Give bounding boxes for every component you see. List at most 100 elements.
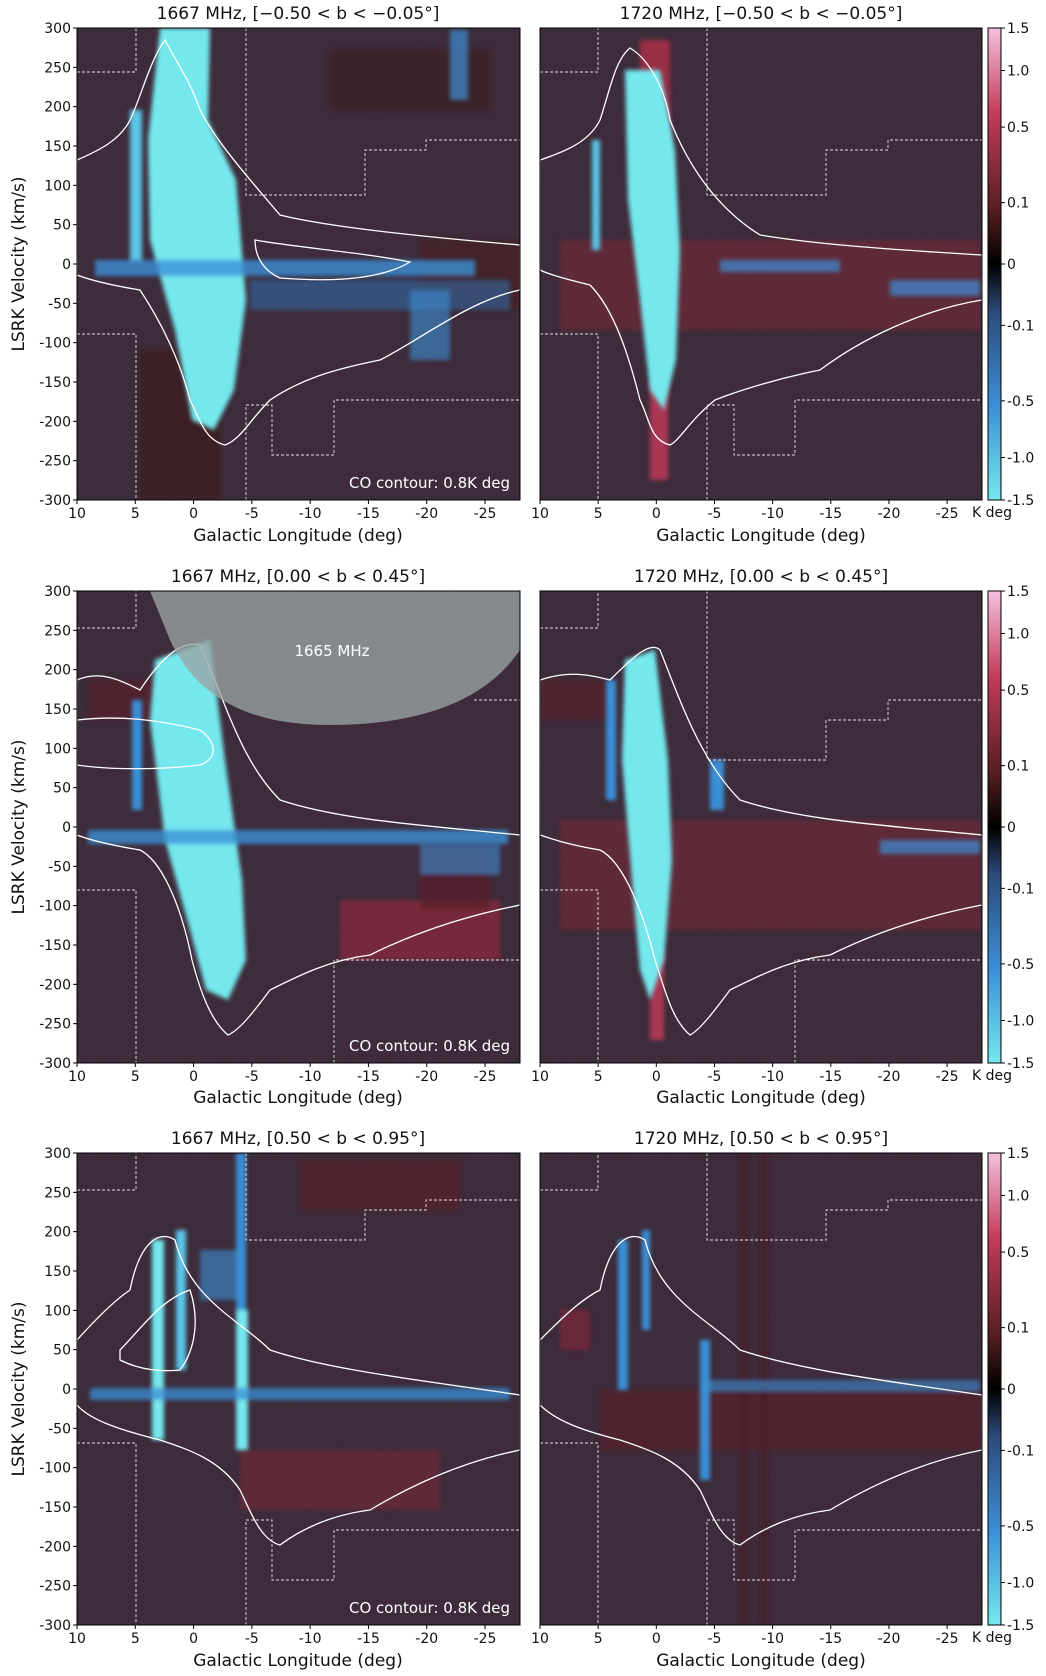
y-tick-label: -300 [39,1056,71,1072]
x-axis-label: Galactic Longitude (deg) [656,1651,865,1671]
survey-footprint [540,28,982,500]
x-tick-label: -25 [474,506,497,522]
x-tick-label: -10 [299,1631,322,1647]
colorbar-tick-label: 1.0 [1007,1188,1029,1204]
y-tick-label: 0 [62,1382,71,1398]
x-tick-label: 10 [531,1069,549,1085]
x-tick-label: -25 [936,506,959,522]
x-tick-label: -20 [878,1631,901,1647]
x-tick-label: -5 [707,1069,721,1085]
y-tick-label: 100 [44,741,71,757]
y-tick-label: -200 [39,977,71,993]
x-tick-label: 0 [652,1631,661,1647]
x-tick-label: -15 [357,1069,380,1085]
y-tick-label: 300 [44,1146,71,1162]
colorbar-tick-label: 1.0 [1007,63,1029,79]
x-tick-label: -15 [819,1631,842,1647]
plot-frame [539,590,983,1064]
y-tick-label: 150 [44,1264,71,1280]
y-tick-label: -200 [39,1539,71,1555]
colorbar-tick-label: -0.1 [1007,1443,1034,1459]
absorption-features [90,1153,510,1450]
x-tick-label: 10 [68,1631,86,1647]
x-axis-label: Galactic Longitude (deg) [193,1651,402,1671]
y-tick-label: -250 [39,454,71,470]
co-contour [540,47,982,446]
y-tick-label: -50 [48,859,71,875]
x-tick-label: -20 [415,1069,438,1085]
y-axis-label: LSRK Velocity (km/s) [9,740,29,915]
y-tick-label: 150 [44,702,71,718]
colorbar-tick-label: 0 [1007,820,1016,836]
y-tick-label: -300 [39,493,71,509]
y-tick-label: 0 [62,820,71,836]
colorbar-row-1: 1.5 1.0 0.5 0.1 0 -0.1 -0.5 -1.0 -1.5 [987,21,1034,509]
y-tick-label: 50 [53,218,71,234]
y-tick-label: 300 [44,584,71,600]
y-tick-label: 250 [44,60,71,76]
masked-region [150,591,520,725]
colorbar-tick-label: 0.5 [1007,120,1029,136]
x-tick-label: -5 [707,506,721,522]
panel-bottom-right: 1720 MHz, [0.50 < b < 0.95°] 10 5 0 -5 -10 -1… [531,1129,983,1671]
co-contour [77,1235,520,1546]
x-tick-label: -20 [878,1069,901,1085]
x-tick-label: -5 [245,1631,259,1647]
colorbar-row-2: 1.5 1.0 0.5 0.1 0 -0.1 -0.5 -1.0 -1.5 [987,584,1034,1072]
survey-footprint [540,1153,982,1625]
absorption-features [88,640,508,1000]
y-tick-label: -50 [48,296,71,312]
colorbar-gradient [988,28,1001,500]
co-contour [77,643,520,1036]
colorbar-tick-label: -0.5 [1007,394,1034,410]
y-tick-label: 300 [44,21,71,37]
y-tick-label: 200 [44,100,71,116]
y-tick-label: -300 [39,1618,71,1634]
absorption-features [95,28,510,430]
x-tick-label: 10 [531,506,549,522]
panel-bottom-left: 1667 MHz, [0.50 < b < 0.95°] CO contour:… [39,1129,521,1671]
y-tick-label: 150 [44,139,71,155]
x-tick-label: 0 [652,1069,661,1085]
colorbar-tick-label: 1.5 [1007,584,1029,600]
colorbar-tick-label: 0 [1007,1382,1016,1398]
x-tick-label: -25 [474,1069,497,1085]
x-tick-label: -20 [878,506,901,522]
panel-title: 1667 MHz, [0.00 < b < 0.45°] [171,567,425,587]
y-tick-label: 100 [44,178,71,194]
x-axis-label: Galactic Longitude (deg) [193,1088,402,1108]
colorbar-tick-label: -1.5 [1007,1056,1034,1072]
x-tick-label: 0 [189,506,198,522]
colorbar-unit: K deg [972,1068,1012,1084]
x-axis-label: Galactic Longitude (deg) [193,526,402,546]
co-contour [77,38,520,446]
x-tick-label: 0 [652,506,661,522]
x-tick-label: 0 [189,1631,198,1647]
x-axis-label: Galactic Longitude (deg) [656,1088,865,1108]
y-tick-label: -100 [39,1461,71,1477]
x-tick-label: 5 [594,1631,603,1647]
masked-region-label: 1665 MHz [294,642,369,660]
x-tick-label: 5 [131,506,140,522]
y-tick-label: 100 [44,1303,71,1319]
y-tick-label: 250 [44,1185,71,1201]
x-tick-label: -20 [415,506,438,522]
colorbar-tick-label: -1.5 [1007,1618,1034,1634]
x-tick-label: 0 [189,1069,198,1085]
x-tick-label: -10 [299,1069,322,1085]
x-tick-label: -5 [245,1069,259,1085]
y-axis-label: LSRK Velocity (km/s) [9,177,29,352]
survey-footprint [77,28,520,500]
colorbar-gradient [988,591,1001,1063]
co-contour-annotation: CO contour: 0.8K deg [349,1037,510,1055]
x-axis-label: Galactic Longitude (deg) [656,526,865,546]
panel-title: 1667 MHz, [−0.50 < b < −0.05°] [157,4,440,24]
colorbar-tick-label: 0 [1007,257,1016,273]
x-tick-label: -5 [707,1631,721,1647]
x-tick-label: 10 [68,506,86,522]
colorbar-gradient [988,1153,1001,1625]
colorbar-tick-label: 0.1 [1007,1321,1029,1337]
colorbar-tick-label: 1.0 [1007,626,1029,642]
colorbar-tick-label: 0.5 [1007,1245,1029,1261]
co-contour [540,646,982,1036]
